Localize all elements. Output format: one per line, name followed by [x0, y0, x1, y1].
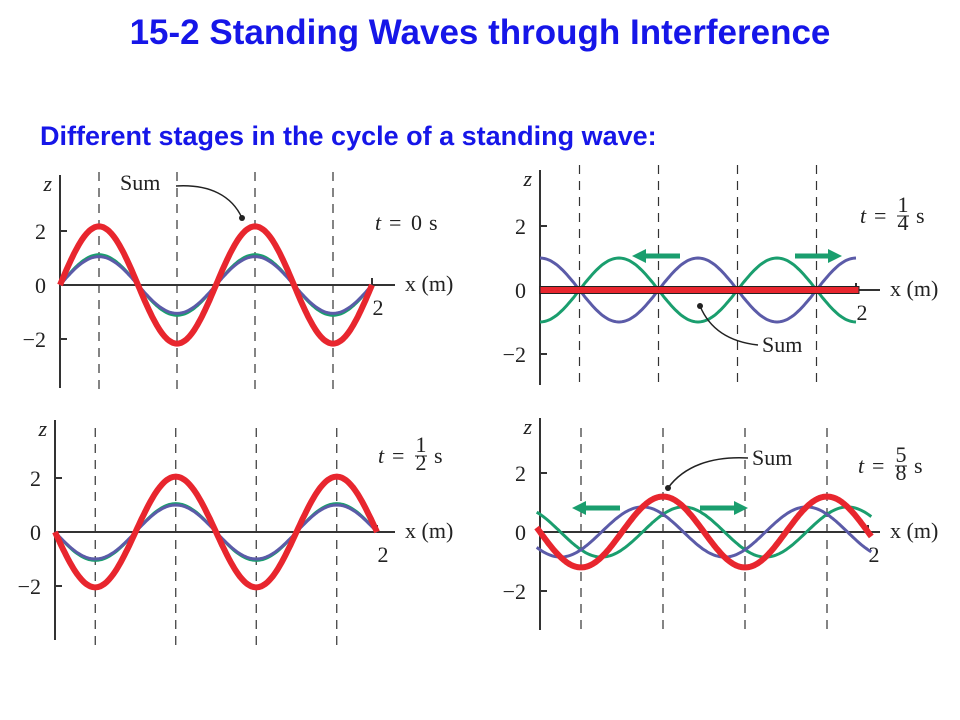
time-denominator: 8	[896, 460, 907, 485]
time-equals: =	[874, 203, 886, 228]
time-var: t	[858, 453, 865, 478]
time-var: t	[378, 443, 385, 468]
z-tick-label: −2	[18, 574, 41, 599]
direction-arrow-head	[828, 249, 842, 263]
z-tick-label: 0	[515, 278, 526, 303]
z-tick-label: 2	[30, 466, 41, 491]
time-numerator: 1	[416, 432, 427, 457]
time-unit: s	[434, 443, 443, 468]
sum-label: Sum	[120, 170, 160, 195]
z-tick-label: 0	[515, 520, 526, 545]
sum-label: Sum	[762, 332, 802, 357]
z-tick-label: 2	[515, 214, 526, 239]
time-equals: =	[392, 443, 404, 468]
time-var: t	[860, 203, 867, 228]
sum-wave	[57, 223, 375, 347]
sum-pointer-head	[239, 215, 245, 221]
sum-pointer	[175, 185, 243, 219]
x-tick-label: 2	[869, 542, 880, 567]
green-wave	[535, 505, 873, 559]
slide-title: 15-2 Standing Waves through Interference	[130, 13, 831, 52]
time-unit: s	[429, 210, 438, 235]
z-tick-label: 2	[515, 461, 526, 486]
x-axis-label: x (m)	[890, 518, 938, 543]
sum-label: Sum	[752, 445, 792, 470]
z-axis-label: z	[37, 416, 47, 441]
time-numerator: 5	[896, 442, 907, 467]
z-tick-label: 0	[35, 273, 46, 298]
direction-arrow-head	[632, 249, 646, 263]
purple-wave	[539, 256, 857, 324]
sum-pointer	[667, 457, 749, 489]
time-numerator: 1	[898, 192, 909, 217]
x-tick-label: 2	[373, 295, 384, 320]
z-tick-label: −2	[23, 327, 46, 352]
sum-pointer-head	[665, 485, 671, 491]
time-var: t	[375, 210, 382, 235]
purple-wave	[535, 505, 873, 559]
z-tick-label: 2	[35, 219, 46, 244]
sum-wave	[539, 286, 860, 294]
sum-pointer-head	[697, 303, 703, 309]
sum-pointer	[699, 305, 759, 346]
sum-wave	[534, 493, 874, 571]
z-tick-label: −2	[503, 579, 526, 604]
time-denominator: 4	[898, 210, 909, 235]
x-tick-label: 2	[857, 300, 868, 325]
sum-wave	[52, 473, 380, 591]
time-equals: =	[389, 210, 401, 235]
z-axis-label: z	[522, 166, 532, 191]
direction-arrow-head	[734, 501, 748, 515]
x-axis-label: x (m)	[405, 518, 453, 543]
time-unit: s	[914, 453, 923, 478]
x-axis-label: x (m)	[890, 276, 938, 301]
time-denominator: 2	[416, 450, 427, 475]
time-equals: =	[872, 453, 884, 478]
z-axis-label: z	[522, 414, 532, 439]
z-tick-label: 0	[30, 520, 41, 545]
green-wave	[539, 256, 857, 324]
time-unit: s	[916, 203, 925, 228]
z-tick-label: −2	[503, 342, 526, 367]
time-value: 0	[411, 210, 422, 235]
x-tick-label: 2	[378, 542, 389, 567]
z-axis-label: z	[42, 171, 52, 196]
x-axis-label: x (m)	[405, 271, 453, 296]
direction-arrow-head	[572, 501, 586, 515]
slide-subtitle: Different stages in the cycle of a stand…	[40, 121, 657, 151]
